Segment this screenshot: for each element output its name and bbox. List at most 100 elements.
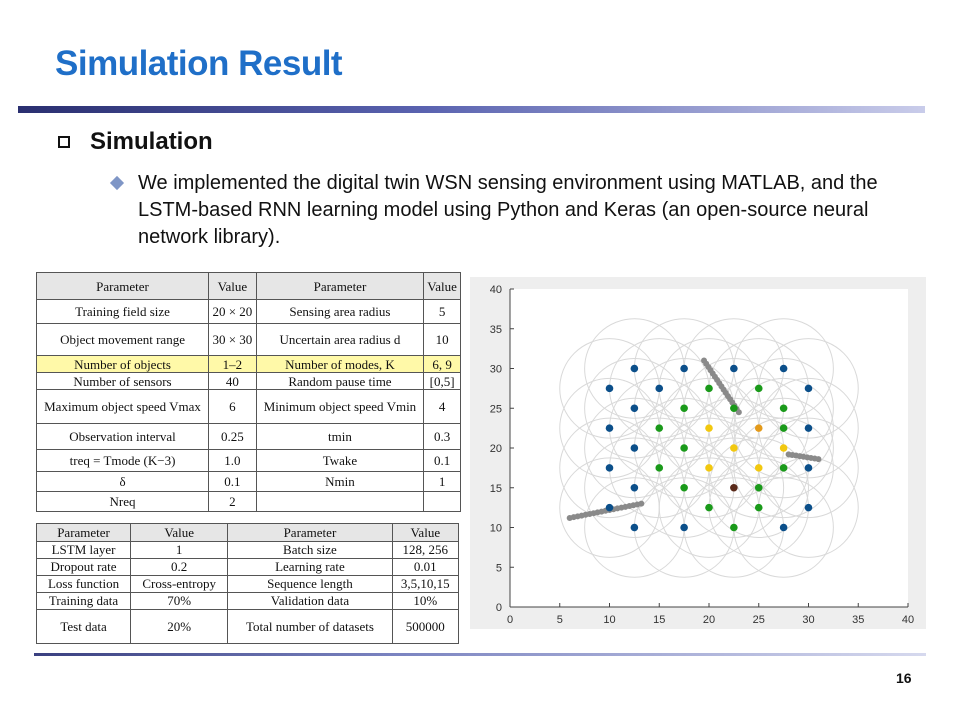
header-cell: Value: [130, 523, 229, 542]
table-row: Observation interval 0.25 tmin 0.3: [35, 423, 461, 450]
y-tick-label: 15: [490, 483, 502, 495]
active-sensor-point: [730, 404, 738, 413]
sensor-point: [655, 384, 664, 393]
table-cell: Minimum object speed Vmin: [255, 389, 425, 424]
table-cell: 30 × 30: [208, 323, 257, 356]
table-row: Dropout rate 0.2 Learning rate 0.01: [35, 558, 460, 576]
active-sensor-point: [680, 444, 688, 452]
x-tick-label: 20: [703, 614, 715, 626]
header-cell: Value: [208, 272, 257, 300]
header-cell: Value: [423, 272, 461, 300]
y-tick-label: 35: [490, 324, 502, 336]
sensor-point: [804, 503, 813, 512]
header-cell: Value: [391, 523, 460, 542]
sensor-point: [605, 384, 614, 393]
table-cell: Maximum object speed Vmax: [35, 389, 210, 424]
table-row: Nreq 2: [35, 491, 461, 512]
x-tick-label: 40: [902, 614, 914, 626]
sensor-point: [730, 364, 738, 373]
y-tick-label: 30: [490, 364, 502, 376]
body-bullet: We implemented the digital twin WSN sens…: [108, 170, 888, 251]
plot-area: [510, 289, 908, 607]
trajectory-point: [735, 409, 742, 416]
table-cell: Test data: [35, 609, 132, 644]
heading-bullet: Simulation: [58, 128, 213, 156]
y-tick-label: 10: [490, 523, 502, 535]
x-tick-label: 10: [603, 614, 615, 626]
table-cell: [423, 491, 461, 512]
table-cell: 0.3: [423, 423, 461, 450]
table-cell: 6: [208, 389, 257, 424]
sensor-point: [680, 364, 688, 373]
highlighted-table-row: Number of objects 1–2 Number of modes, K 6,…: [35, 355, 461, 373]
table-cell: Random pause time: [255, 372, 425, 390]
plot-axes: 0 5 10 15 20 25 30 35 40 0 5 10 15 20 25 30 35 40: [490, 284, 914, 626]
sensor-point: [605, 424, 614, 432]
sensor-point: [804, 424, 813, 432]
selected-sensor-point: [754, 464, 763, 472]
table-cell: Uncertain area radius d: [255, 323, 425, 356]
slide-title: Simulation Result: [55, 44, 343, 83]
x-tick-label: 0: [507, 614, 513, 626]
sensor-point: [804, 384, 813, 393]
table-row: Object movement range 30 × 30 Uncertain ar…: [35, 323, 461, 356]
sensing-range-circle: [733, 377, 834, 479]
table-cell: 10: [423, 323, 461, 356]
sensor-point: [630, 364, 639, 373]
table-cell: Observation interval: [35, 423, 210, 450]
table-cell: Learning rate: [227, 558, 393, 576]
trajectory-point: [815, 456, 822, 463]
sensor-point: [779, 523, 788, 532]
sensor-point: [804, 464, 813, 472]
table-cell: 4: [423, 389, 461, 424]
y-tick-label: 25: [490, 403, 502, 415]
learning-parameter-table: Parameter Value Parameter Value LSTM lay…: [35, 523, 460, 644]
table-cell: 0.1: [423, 449, 461, 472]
table-cell: Loss function: [35, 575, 132, 593]
page-number: 16: [896, 670, 912, 686]
y-tick-label: 0: [496, 602, 502, 614]
table-cell: Sensing area radius: [255, 299, 425, 324]
table-cell: 20 × 20: [208, 299, 257, 324]
table-cell: 6, 9: [423, 355, 461, 373]
sensor-point: [630, 483, 639, 492]
active-sensor-point: [705, 384, 713, 393]
selected-sensor-point: [705, 424, 713, 432]
active-sensor-point: [655, 464, 664, 472]
header-cell: Parameter: [227, 523, 393, 542]
table-cell: 0.1: [208, 471, 257, 492]
table-cell: 0.25: [208, 423, 257, 450]
sensor-point: [779, 364, 788, 373]
table-cell: Nmin: [255, 471, 425, 492]
table-cell: 40: [208, 372, 257, 390]
y-tick-label: 20: [490, 443, 502, 455]
table-row: Test data 20% Total number of datasets 5000…: [35, 609, 460, 644]
diamond-bullet-icon: [109, 175, 125, 191]
table-cell: δ: [35, 471, 210, 492]
table-header-row: Parameter Value Parameter Value: [35, 272, 461, 300]
x-tick-label: 30: [802, 614, 814, 626]
active-sensor-point: [754, 483, 763, 492]
table-cell: [255, 491, 425, 512]
header-cell: Parameter: [35, 523, 132, 542]
active-sensor-point: [779, 404, 788, 413]
x-tick-label: 5: [557, 614, 563, 626]
table-cell: treq = Tmode (K−3): [35, 449, 210, 472]
active-sensor-point: [655, 424, 664, 432]
target-sensor-point: [754, 424, 763, 432]
header-cell: Parameter: [35, 272, 210, 300]
table-cell: 1.0: [208, 449, 257, 472]
table-cell: 10%: [391, 592, 460, 610]
table-cell: Training data: [35, 592, 132, 610]
table-cell: Number of modes, K: [255, 355, 425, 373]
selected-sensor-point: [779, 444, 788, 452]
table-cell: 5: [423, 299, 461, 324]
simulation-parameter-table: Parameter Value Parameter Value Training…: [35, 272, 461, 512]
header-cell: Parameter: [255, 272, 425, 300]
y-tick-label: 40: [490, 284, 502, 296]
table-cell: Nreq: [35, 491, 210, 512]
x-tick-label: 15: [653, 614, 665, 626]
active-sensor-point: [705, 503, 713, 512]
sensing-range-circle: [708, 437, 809, 538]
sensor-point: [680, 523, 688, 532]
